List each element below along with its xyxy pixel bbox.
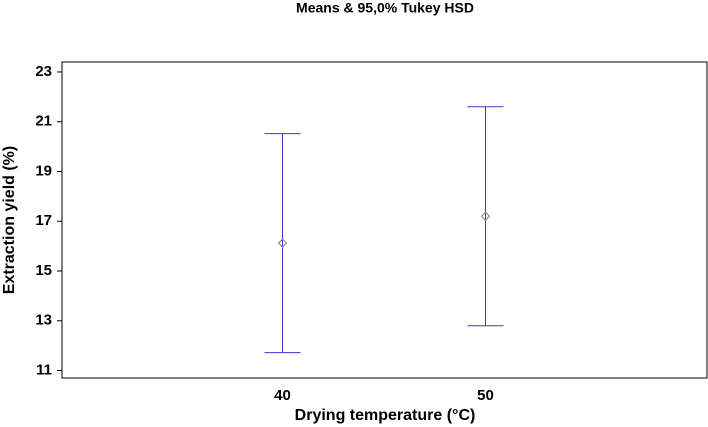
y-tick-label: 15 <box>35 262 52 279</box>
y-tick-label: 23 <box>35 63 52 80</box>
plot-frame <box>61 61 708 379</box>
x-axis-label: Drying temperature (°C) <box>295 407 476 424</box>
mean-marker <box>277 238 288 248</box>
x-tick-label: 40 <box>274 387 291 404</box>
y-tick-label: 21 <box>35 113 52 130</box>
y-axis-label: Extraction yield (%) <box>1 146 18 294</box>
y-tick-label: 19 <box>35 162 52 179</box>
y-tick-label: 17 <box>35 212 52 229</box>
chart-title: Means & 95,0% Tukey HSD <box>296 0 474 16</box>
y-tick-label: 13 <box>35 312 52 329</box>
y-tick-label: 11 <box>36 362 52 379</box>
x-tick-label: 50 <box>477 387 494 404</box>
mean-marker <box>480 211 491 221</box>
